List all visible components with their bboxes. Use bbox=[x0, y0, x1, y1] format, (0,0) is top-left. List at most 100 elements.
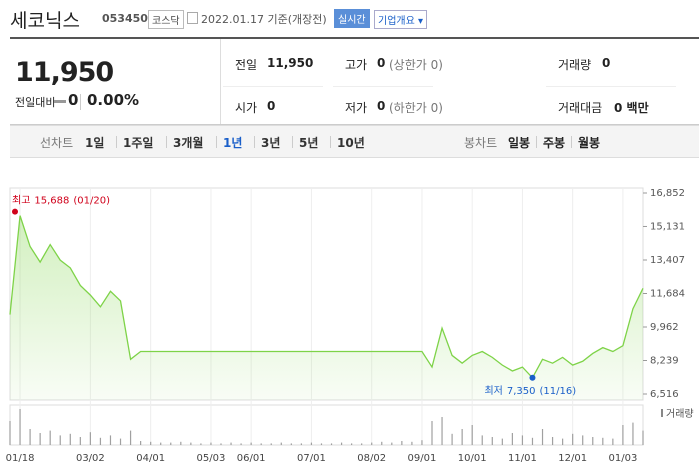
volume-bar bbox=[119, 438, 122, 445]
divider bbox=[220, 39, 221, 124]
volume-bar bbox=[612, 438, 614, 445]
period-button[interactable]: 1년 bbox=[223, 136, 243, 150]
volume-bar bbox=[622, 425, 624, 445]
row-divider bbox=[546, 86, 676, 87]
volume-bar bbox=[451, 433, 453, 445]
candle-button[interactable]: 주봉 bbox=[543, 136, 566, 150]
x-tick-label: 05/03 bbox=[197, 453, 226, 464]
field-value: 0 bbox=[267, 99, 276, 113]
x-tick-label: 01/18 bbox=[6, 453, 35, 464]
x-tick-label: 07/01 bbox=[297, 453, 326, 464]
price: 11,950 bbox=[15, 57, 114, 88]
volume-bar bbox=[129, 430, 132, 445]
field-value: 0 bbox=[602, 56, 611, 70]
extreme-value_label: 7,350 bbox=[507, 386, 536, 397]
x-tick-label: 12/01 bbox=[558, 453, 587, 464]
volume-bar bbox=[461, 429, 463, 445]
period-button[interactable]: 10년 bbox=[337, 136, 365, 150]
field-value: 0 백만 bbox=[614, 101, 649, 115]
volume-bar bbox=[411, 441, 413, 445]
row-divider bbox=[223, 86, 323, 87]
extreme-label: 최고 15,688 (01/20) bbox=[12, 195, 110, 207]
toolbar-label: 봉차트 bbox=[464, 136, 498, 150]
period-button[interactable]: 3년 bbox=[261, 136, 281, 150]
date: 2022.01.17 기준(개장전) bbox=[201, 13, 327, 26]
volume-bar bbox=[89, 432, 91, 445]
change-rate: 0.00% bbox=[87, 91, 140, 109]
realtime-button[interactable]: 실시간 bbox=[334, 9, 370, 28]
row-divider bbox=[333, 86, 433, 87]
field-value: 0 bbox=[377, 56, 386, 70]
quote-box: 11,950 전일대비 0 0.00% 전일 11,950 고가 0 (상한가 0) 거래… bbox=[10, 37, 699, 125]
period-button[interactable]: 1주일 bbox=[123, 136, 154, 150]
volume-bar bbox=[371, 442, 373, 445]
extreme-label: 최고 bbox=[12, 195, 30, 207]
volume-bar bbox=[551, 437, 554, 445]
sep bbox=[116, 136, 117, 148]
y-tick-label: 9,962 bbox=[650, 322, 679, 333]
volume-bar bbox=[381, 441, 383, 445]
volume-bar bbox=[250, 442, 252, 445]
field-label: 거래량 bbox=[558, 58, 592, 72]
period-button[interactable]: 5년 bbox=[299, 136, 319, 150]
calendar-icon bbox=[187, 12, 198, 24]
volume-bar bbox=[592, 437, 594, 445]
sep bbox=[216, 136, 217, 148]
volume-bar bbox=[270, 443, 272, 445]
market-tag: 코스닥 bbox=[148, 10, 184, 29]
volume-bar bbox=[79, 437, 81, 445]
volume-bar bbox=[330, 443, 333, 445]
sep bbox=[330, 136, 331, 148]
volume-bar bbox=[220, 443, 222, 445]
candle-button[interactable]: 일봉 bbox=[508, 136, 531, 150]
candle-button[interactable]: 월봉 bbox=[578, 136, 601, 150]
extreme-label: 최저 bbox=[484, 385, 502, 397]
x-tick-label: 01/03 bbox=[608, 453, 637, 464]
volume-bar bbox=[521, 435, 524, 445]
volume-bar bbox=[99, 437, 102, 445]
change: 0 bbox=[68, 91, 79, 109]
volume-bar bbox=[572, 433, 574, 445]
field-label: 거래대금 bbox=[558, 101, 603, 115]
sep bbox=[292, 136, 293, 148]
volume-bar bbox=[541, 429, 544, 445]
volume-bar bbox=[190, 442, 192, 445]
x-tick-label: 04/01 bbox=[136, 453, 165, 464]
field-label: 시가 bbox=[235, 101, 258, 115]
extreme-dot bbox=[529, 374, 536, 381]
volume-bar bbox=[49, 430, 51, 445]
field-label: 저가 bbox=[345, 101, 368, 115]
volume-bar bbox=[340, 442, 343, 445]
field-sub: (하한가 0) bbox=[389, 101, 443, 115]
field-label: 고가 bbox=[345, 58, 368, 72]
period-button[interactable]: 1일 bbox=[85, 136, 105, 150]
extreme-date: (01/20) bbox=[73, 196, 110, 207]
volume-bar bbox=[441, 417, 443, 445]
volume-bar bbox=[290, 443, 292, 445]
volume-bar bbox=[210, 442, 212, 445]
change-label: 전일대비 bbox=[15, 96, 56, 109]
period-button[interactable]: 3개월 bbox=[173, 136, 204, 150]
volume-bar bbox=[19, 409, 21, 445]
volume-bar bbox=[59, 435, 61, 445]
volume-bar bbox=[39, 433, 41, 445]
sep bbox=[571, 136, 572, 148]
flat-icon bbox=[54, 100, 66, 103]
price-line bbox=[9, 215, 644, 379]
volume-bar bbox=[200, 443, 202, 445]
company-dropdown[interactable]: 기업개요 ▾ bbox=[374, 10, 428, 29]
extreme-dot bbox=[12, 208, 18, 215]
stock-code: 053450 bbox=[102, 12, 148, 25]
sep bbox=[536, 136, 537, 148]
y-tick-label: 8,239 bbox=[650, 355, 679, 366]
volume-bar bbox=[109, 435, 112, 445]
volume-bar bbox=[320, 443, 323, 445]
extreme-value_label: 15,688 bbox=[34, 196, 69, 207]
volume-bar bbox=[562, 438, 564, 445]
volume-bar bbox=[240, 443, 242, 445]
volume-bar bbox=[632, 422, 634, 445]
extreme-date: (11/16) bbox=[540, 386, 577, 397]
volume-bar bbox=[401, 441, 403, 445]
y-tick-label: 6,516 bbox=[650, 389, 679, 400]
